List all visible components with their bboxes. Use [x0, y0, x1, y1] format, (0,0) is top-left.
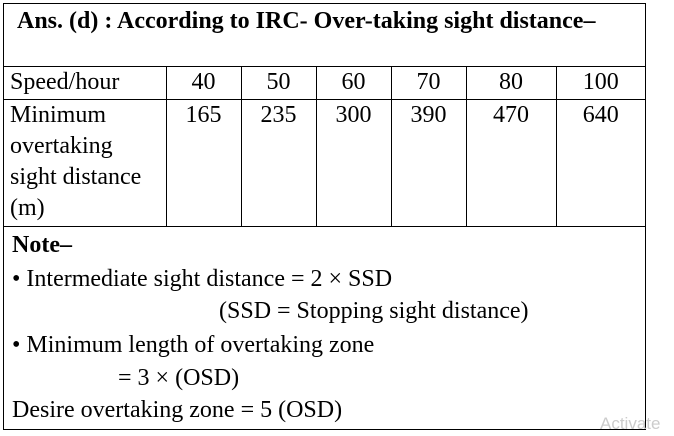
- table-cell: 80: [465, 67, 557, 100]
- answer-box: Ans. (d) : According to IRC- Over-taking…: [3, 3, 646, 430]
- table-cell: 640: [555, 99, 645, 227]
- table-cell: 470: [465, 99, 557, 227]
- note-line: • Minimum length of overtaking zone: [12, 332, 375, 358]
- table-row: Minimum overtaking sight distance (m) 165…: [4, 99, 645, 227]
- watermark: Activate: [600, 414, 661, 433]
- note-line: • Intermediate sight distance = 2 × SSD: [12, 266, 393, 292]
- table-cell: 40: [165, 67, 242, 100]
- table-cell: 60: [315, 67, 392, 100]
- table-cell: 165: [165, 99, 242, 227]
- answer-title: Ans. (d) : According to IRC- Over-taking…: [4, 4, 645, 67]
- sight-distance-table: Speed/hour 40 50 60 70 80 100 Minimum overtakin…: [4, 67, 645, 227]
- table-cell: 50: [240, 67, 317, 100]
- note-title: Note–: [12, 232, 72, 258]
- table-cell: 100: [555, 67, 645, 100]
- note-line: Desire overtaking zone = 5 (OSD): [12, 397, 343, 423]
- row-header: Speed/hour: [4, 67, 167, 100]
- table-cell: 70: [390, 67, 467, 100]
- table-cell: 300: [315, 99, 392, 227]
- note-line: (SSD = Stopping sight distance): [219, 298, 529, 324]
- note-line: = 3 × (OSD): [118, 365, 240, 391]
- table-cell: 390: [390, 99, 467, 227]
- row-header: Minimum overtaking sight distance (m): [4, 99, 167, 227]
- table-cell: 235: [240, 99, 317, 227]
- table-row: Speed/hour 40 50 60 70 80 100: [4, 67, 645, 100]
